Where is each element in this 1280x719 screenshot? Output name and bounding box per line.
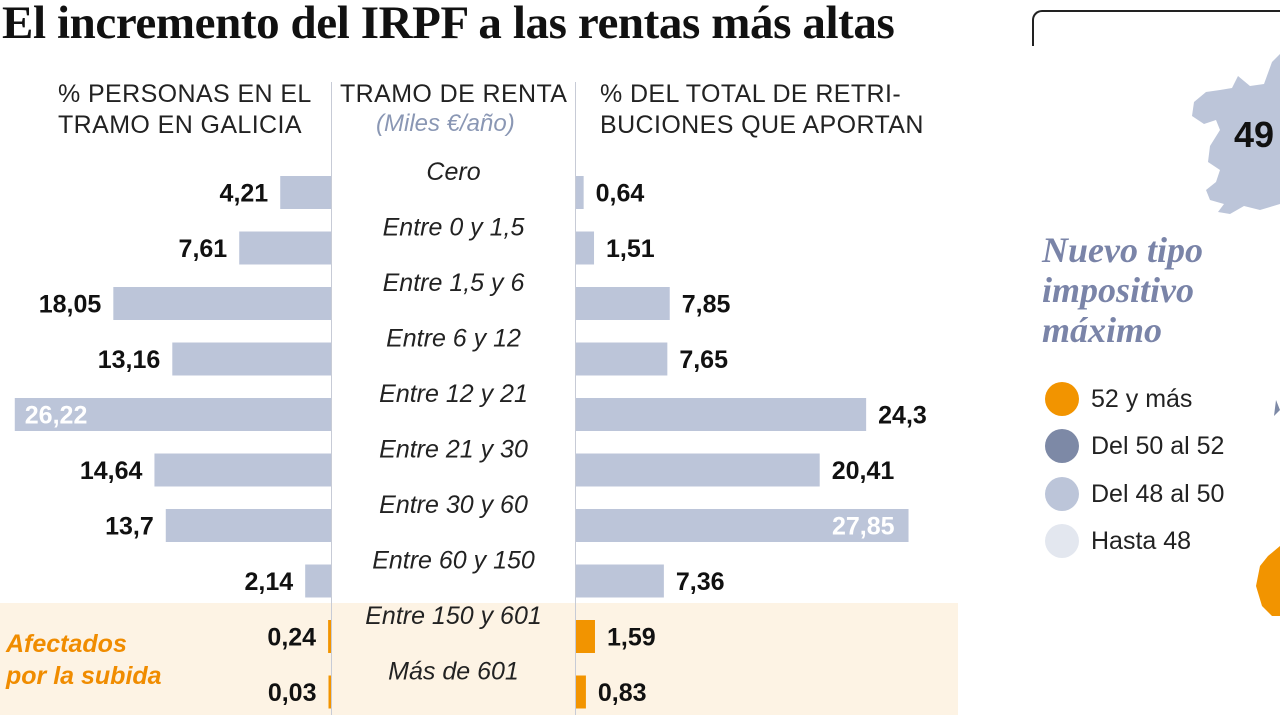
left-value-label: 18,05 xyxy=(39,291,102,319)
right-value-label: 7,65 xyxy=(679,346,728,374)
affected-label-line-2: por la subida xyxy=(6,662,162,690)
left-bar xyxy=(305,564,331,598)
legend-title-line-1: Nuevo tipo xyxy=(1042,230,1203,270)
left-column-header: % PERSONAS EN EL TRAMO EN GALICIA xyxy=(58,79,312,141)
left-value-label: 14,64 xyxy=(80,457,143,485)
map-region-orange xyxy=(1256,546,1280,616)
category-label: Entre 60 y 150 xyxy=(372,547,535,575)
highlight-band xyxy=(0,603,958,715)
legend-title: Nuevo tipo impositivo máximo xyxy=(1042,230,1203,350)
map-region-mark xyxy=(1274,400,1280,416)
right-divider xyxy=(575,82,576,715)
right-bar xyxy=(576,509,909,542)
legend-item-50-52: Del 50 al 52 xyxy=(1045,429,1224,463)
left-bar xyxy=(172,342,331,376)
left-header-line-2: TRAMO EN GALICIA xyxy=(58,111,302,139)
chart-title: El incremento del IRPF a las rentas más … xyxy=(2,0,895,49)
legend-title-line-2: impositivo xyxy=(1042,270,1194,310)
right-bar xyxy=(576,620,595,653)
left-value-label: 13,16 xyxy=(98,346,161,374)
right-value-label: 1,59 xyxy=(607,624,656,652)
category-label: Entre 150 y 601 xyxy=(365,602,542,630)
right-value-label: 27,85 xyxy=(832,513,895,541)
right-value-label: 7,36 xyxy=(676,568,725,596)
left-value-label: 0,24 xyxy=(267,624,316,652)
category-label: Entre 6 y 12 xyxy=(386,325,521,353)
right-bar xyxy=(576,176,584,209)
legend-item-52-plus: 52 y más xyxy=(1045,382,1192,416)
right-bar xyxy=(576,287,670,320)
right-value-label: 1,51 xyxy=(606,235,655,263)
legend-label-48-50: Del 48 al 50 xyxy=(1091,479,1225,508)
left-bar xyxy=(328,675,331,709)
right-value-label: 0,83 xyxy=(598,679,647,707)
affected-label-line-1: Afectados xyxy=(6,630,127,658)
legend-label-up-to-48: Hasta 48 xyxy=(1091,526,1192,555)
butterfly-bar-chart: Cero 4,21 0,64 Entre 0 y 1,5 7,61 1,51 Entre 1… xyxy=(14,158,927,709)
left-bar xyxy=(165,509,331,542)
right-bar xyxy=(576,231,595,265)
galicia-map-fragment xyxy=(1192,54,1280,616)
left-value-label: 4,21 xyxy=(220,180,269,208)
right-bar xyxy=(576,675,586,709)
right-value-label: 24,3 xyxy=(878,402,927,430)
title-box-frame xyxy=(1032,10,1280,46)
left-bar xyxy=(113,287,331,320)
category-label: Entre 21 y 30 xyxy=(379,436,528,464)
left-bar xyxy=(280,176,331,209)
left-bar xyxy=(239,231,331,265)
left-divider xyxy=(331,82,332,715)
right-bar xyxy=(576,398,867,431)
right-column-header: % DEL TOTAL DE RETRI- BUCIONES QUE APORT… xyxy=(600,79,924,141)
legend-title-line-3: máximo xyxy=(1042,310,1163,350)
map-region-shape xyxy=(1192,54,1280,214)
category-label: Más de 601 xyxy=(388,658,519,686)
left-bar xyxy=(328,620,331,653)
legend-label-50-52: Del 50 al 52 xyxy=(1091,431,1225,460)
map-value-label: 49 xyxy=(1234,114,1275,155)
legend-swatch-50-52 xyxy=(1045,429,1079,463)
legend-item-48-50: Del 48 al 50 xyxy=(1045,477,1224,511)
right-value-label: 0,64 xyxy=(596,180,645,208)
legend-swatch-52-plus xyxy=(1045,382,1079,416)
left-header-line-1: % PERSONAS EN EL xyxy=(58,80,312,108)
legend-label-52-plus: 52 y más xyxy=(1091,384,1193,413)
right-bar xyxy=(576,342,668,376)
left-value-label: 2,14 xyxy=(245,568,294,596)
right-bar xyxy=(576,453,820,487)
right-value-label: 20,41 xyxy=(832,457,895,485)
affected-label: Afectados por la subida xyxy=(6,628,162,692)
left-value-label: 13,7 xyxy=(105,513,154,541)
category-label: Cero xyxy=(426,158,480,186)
right-header-line-1: % DEL TOTAL DE RETRI- xyxy=(600,80,902,108)
legend-item-up-to-48: Hasta 48 xyxy=(1045,524,1191,558)
left-value-label: 0,03 xyxy=(268,679,317,707)
left-bar xyxy=(154,453,331,487)
left-value-label: 7,61 xyxy=(179,235,228,263)
right-value-label: 7,85 xyxy=(682,291,731,319)
category-label: Entre 0 y 1,5 xyxy=(383,214,525,242)
category-label: Entre 30 y 60 xyxy=(379,491,528,519)
left-value-label: 26,22 xyxy=(25,402,88,430)
category-label: Entre 12 y 21 xyxy=(379,380,528,408)
category-label: Entre 1,5 y 6 xyxy=(383,269,525,297)
right-header-line-2: BUCIONES QUE APORTAN xyxy=(600,111,924,139)
middle-column-header: TRAMO DE RENTA xyxy=(340,80,568,108)
middle-column-subheader: (Miles €/año) xyxy=(376,110,515,137)
left-bar xyxy=(14,398,331,431)
legend-swatch-up-to-48 xyxy=(1045,524,1079,558)
legend-swatch-48-50 xyxy=(1045,477,1079,511)
right-bar xyxy=(576,564,664,598)
